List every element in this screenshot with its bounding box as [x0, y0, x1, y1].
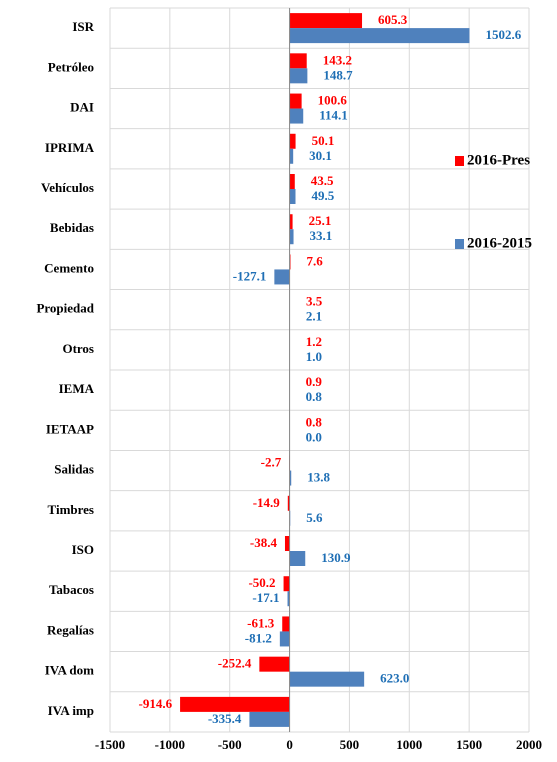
data-label: 7.6: [306, 253, 323, 268]
y-tick-label: Otros: [62, 341, 94, 356]
bar: [282, 616, 290, 632]
data-label: -127.1: [233, 268, 267, 283]
data-label: 1.2: [306, 334, 322, 349]
y-tick-label: Propiedad: [36, 301, 94, 316]
bar: [289, 93, 302, 109]
bar: [287, 591, 290, 607]
y-tick-label: Timbres: [48, 502, 94, 517]
bar: [283, 576, 290, 592]
y-tick-label: Cemento: [44, 260, 94, 275]
bar: [289, 28, 470, 44]
bar: [289, 53, 307, 69]
data-label: 148.7: [323, 67, 353, 82]
y-tick-label: Vehículos: [41, 180, 94, 195]
y-tick-label: IVA imp: [48, 703, 94, 718]
data-label: 50.1: [312, 133, 335, 148]
bar: [284, 536, 290, 551]
data-label: 49.5: [311, 188, 334, 203]
bar: [289, 470, 292, 486]
y-tick-label: DAI: [70, 100, 94, 115]
data-label: -81.2: [245, 630, 272, 645]
x-tick-label: -1500: [95, 737, 125, 752]
data-label: 100.6: [318, 93, 348, 108]
data-label: -2.7: [261, 455, 282, 470]
x-tick-label: -1000: [155, 737, 185, 752]
bar: [289, 229, 294, 245]
y-tick-label: Salidas: [54, 462, 94, 477]
bar: [289, 133, 296, 149]
legend-swatch: [455, 156, 464, 166]
data-label: -17.1: [252, 590, 279, 605]
data-label: 0.8: [306, 414, 323, 429]
data-label: 0.8: [306, 389, 323, 404]
data-label: 605.3: [378, 12, 408, 27]
y-tick-label: IETAAP: [46, 421, 94, 436]
data-label: -335.4: [208, 711, 242, 726]
bar: [180, 696, 290, 712]
x-tick-label: -500: [218, 737, 242, 752]
data-label: 30.1: [309, 148, 332, 163]
data-label: 143.2: [323, 52, 352, 67]
data-label: 1.0: [306, 349, 322, 364]
y-tick-label: IEMA: [59, 381, 95, 396]
x-tick-label: 1500: [456, 737, 482, 752]
bar: [287, 495, 290, 511]
data-label: 3.5: [306, 294, 323, 309]
data-label: 33.1: [310, 228, 333, 243]
bar: [259, 656, 290, 672]
y-tick-label: Tabacos: [49, 582, 94, 597]
data-label: -38.4: [250, 535, 278, 550]
y-tick-label: ISR: [72, 19, 94, 34]
legend-label: 2016-Pres: [467, 152, 530, 168]
data-label: -252.4: [218, 656, 252, 671]
data-label: 5.6: [306, 510, 323, 525]
y-tick-label: Regalías: [47, 622, 94, 637]
bar: [249, 711, 290, 727]
y-tick-label: Petróleo: [48, 59, 94, 74]
bar: [289, 108, 304, 124]
data-label: 130.9: [321, 550, 351, 565]
legend-label: 2016-2015: [467, 235, 532, 251]
y-tick-label: IVA dom: [45, 663, 94, 678]
legend-swatch: [455, 239, 464, 249]
x-tick-label: 1000: [396, 737, 422, 752]
data-label: -14.9: [253, 495, 281, 510]
data-label: 2.1: [306, 309, 322, 324]
data-label: 0.9: [306, 374, 323, 389]
data-label: 114.1: [319, 108, 348, 123]
bar: [289, 671, 365, 687]
data-label: 623.0: [380, 671, 409, 686]
x-tick-label: 0: [286, 737, 293, 752]
data-label: -50.2: [248, 575, 275, 590]
x-tick-label: 2000: [516, 737, 542, 752]
y-tick-label: Bebidas: [50, 220, 94, 235]
bar: [274, 269, 290, 285]
bar: [289, 13, 363, 29]
data-label: 0.0: [306, 429, 322, 444]
y-tick-label: ISO: [72, 542, 94, 557]
data-label: 1502.6: [485, 27, 521, 42]
data-label: 25.1: [309, 213, 332, 228]
y-tick-label: IPRIMA: [45, 140, 95, 155]
data-label: -914.6: [138, 696, 172, 711]
bar: [289, 189, 296, 204]
data-label: -61.3: [247, 615, 275, 630]
bar: [289, 551, 306, 566]
bar: [289, 148, 294, 164]
bar: [289, 214, 293, 230]
bar: [289, 174, 295, 189]
bar: [289, 68, 308, 84]
data-label: 13.8: [307, 470, 330, 485]
data-label: 43.5: [311, 173, 334, 188]
x-tick-label: 500: [340, 737, 360, 752]
bar: [279, 631, 290, 647]
